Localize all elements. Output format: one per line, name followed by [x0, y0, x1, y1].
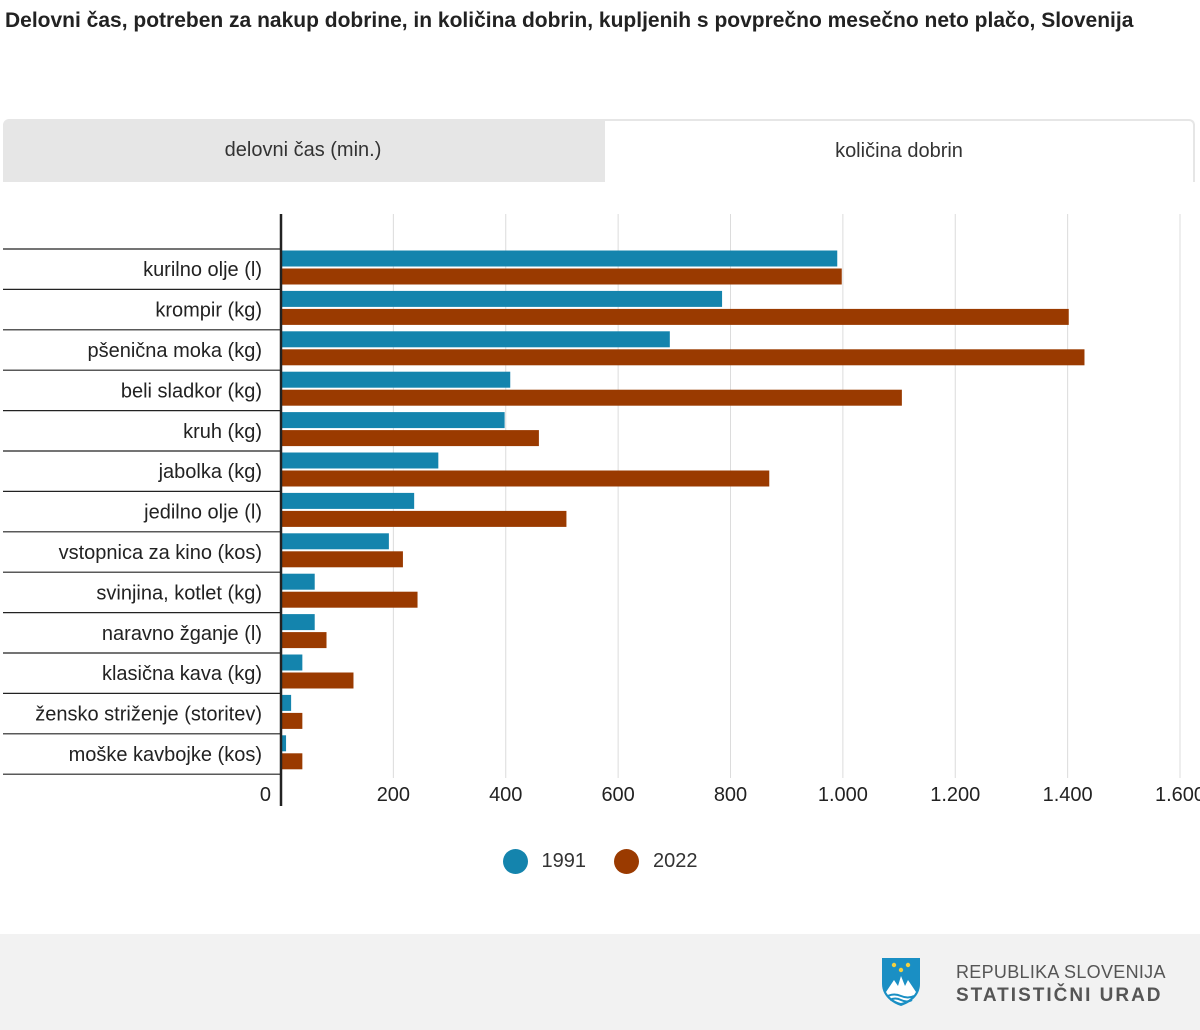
category-label: jabolka (kg): [158, 461, 262, 483]
category-label: naravno žganje (l): [102, 623, 262, 645]
bar-2022: [281, 672, 354, 689]
category-label: jedilno olje (l): [143, 502, 262, 524]
bar-1991: [281, 654, 303, 671]
bar-2022: [281, 510, 567, 527]
legend-label-2022: 2022: [653, 849, 698, 872]
tick-label: 1.200: [930, 784, 980, 806]
bar-1991: [281, 290, 723, 307]
tab-kolicina-dobrin[interactable]: količina dobrin: [603, 119, 1195, 182]
footer: REPUBLIKA SLOVENIJA STATISTIČNI URAD: [0, 934, 1200, 1030]
slovenia-coat-of-arms-icon: [880, 956, 922, 1013]
footer-logo-text: REPUBLIKA SLOVENIJA STATISTIČNI URAD: [956, 960, 1166, 1008]
legend-swatch-1991: [502, 848, 528, 874]
category-label: pšenična moka (kg): [87, 340, 262, 362]
bar-1991: [281, 533, 389, 550]
tick-label: 600: [601, 784, 634, 806]
bar-1991: [281, 694, 292, 711]
category-label: žensko striženje (storitev): [35, 704, 262, 726]
category-label: kruh (kg): [183, 421, 262, 443]
legend-item-1991[interactable]: 1991: [502, 848, 587, 874]
tick-label: 1.600: [1155, 784, 1200, 806]
bar-1991: [281, 735, 287, 752]
bar-2022: [281, 268, 842, 285]
chart-title: Delovni čas, potreben za nakup dobrine, …: [5, 9, 1134, 32]
category-label: kurilno olje (l): [143, 259, 262, 281]
tick-label: 1.000: [818, 784, 868, 806]
bar-2022: [281, 591, 418, 608]
bar-1991: [281, 412, 505, 429]
tick-label: 0: [260, 784, 271, 806]
bar-2022: [281, 308, 1069, 325]
bar-1991: [281, 492, 415, 509]
footer-line2: STATISTIČNI URAD: [956, 985, 1163, 1006]
category-label: klasična kava (kg): [102, 663, 262, 685]
footer-line1: REPUBLIKA SLOVENIJA: [956, 962, 1166, 982]
category-label: beli sladkor (kg): [121, 380, 262, 402]
tab-delovni-cas[interactable]: delovni čas (min.): [3, 119, 603, 182]
bar-1991: [281, 614, 315, 631]
bar-2022: [281, 389, 902, 406]
legend: 1991 2022: [0, 845, 1200, 877]
legend-swatch-2022: [614, 848, 639, 874]
tick-label: 400: [489, 784, 522, 806]
tick-label: 200: [377, 784, 410, 806]
category-label: svinjina, kotlet (kg): [96, 582, 262, 604]
tab-bar: delovni čas (min.) količina dobrin: [3, 119, 1195, 183]
bar-1991: [281, 250, 838, 267]
category-label: krompir (kg): [155, 300, 262, 322]
legend-item-2022[interactable]: 2022: [614, 848, 698, 874]
legend-label-1991: 1991: [541, 849, 587, 872]
bar-1991: [281, 452, 439, 469]
bar-1991: [281, 371, 511, 388]
category-label: vstopnica za kino (kos): [59, 542, 262, 564]
bar-1991: [281, 573, 315, 590]
bar-2022: [281, 470, 770, 487]
category-label: moške kavbojke (kos): [69, 744, 262, 766]
bar-2022: [281, 349, 1085, 366]
bar-2022: [281, 551, 403, 568]
bar-2022: [281, 430, 539, 447]
bar-chart: kurilno olje (l) krompir (kg) pšenična mok…: [3, 214, 1200, 806]
tick-label: 1.400: [1043, 784, 1093, 806]
bar-2022: [281, 632, 327, 649]
bar-1991: [281, 331, 670, 348]
bar-2022: [281, 753, 303, 770]
tick-label: 800: [714, 784, 747, 806]
bar-2022: [281, 712, 303, 729]
